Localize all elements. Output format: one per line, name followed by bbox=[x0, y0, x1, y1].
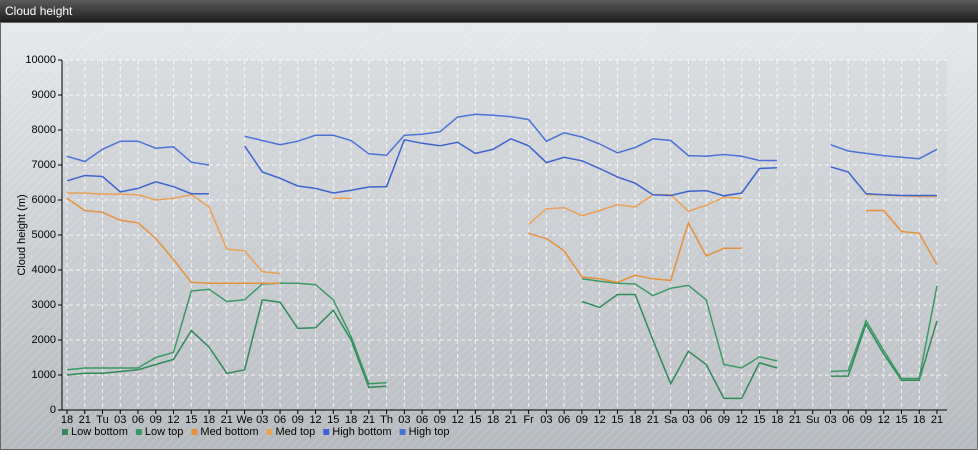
series-line bbox=[66, 278, 938, 385]
x-tick-label: 03 bbox=[114, 414, 126, 426]
legend-swatch bbox=[266, 429, 273, 435]
y-tick-label: 7000 bbox=[32, 159, 56, 171]
x-tick-label: 06 bbox=[842, 414, 854, 426]
x-tick-label: 06 bbox=[274, 414, 286, 426]
y-tick-label: 10000 bbox=[25, 54, 56, 66]
x-tick-label: 15 bbox=[327, 414, 339, 426]
x-tick-label: 18 bbox=[629, 414, 641, 426]
x-tick-label: 15 bbox=[753, 414, 765, 426]
x-tick-label: 21 bbox=[505, 414, 517, 426]
series-line bbox=[66, 293, 938, 400]
chart-title: Cloud height bbox=[5, 4, 73, 18]
y-tick-label: 3000 bbox=[32, 299, 56, 311]
x-tick-label: 12 bbox=[594, 414, 606, 426]
series-line bbox=[66, 137, 937, 197]
legend-swatch bbox=[62, 429, 68, 435]
x-tick-label: 15 bbox=[469, 414, 481, 426]
x-tick-label: 09 bbox=[718, 414, 730, 426]
x-tick-label: 15 bbox=[611, 414, 623, 426]
x-tick-label: 12 bbox=[309, 414, 321, 426]
x-tick-label: 03 bbox=[540, 414, 552, 426]
legend-label: Low top bbox=[145, 426, 184, 438]
legend-label: Med top bbox=[276, 426, 316, 438]
x-tick-label: 06 bbox=[416, 414, 428, 426]
x-tick-label: 21 bbox=[931, 414, 943, 426]
x-tick-label: 03 bbox=[398, 414, 410, 426]
x-tick-label: 21 bbox=[363, 414, 375, 426]
x-tick-label: 06 bbox=[132, 414, 144, 426]
y-tick-label: 5000 bbox=[32, 229, 56, 241]
x-tick-label: 21 bbox=[221, 414, 233, 426]
x-tick-label: 12 bbox=[451, 414, 463, 426]
y-axis-label: Cloud height (m) bbox=[16, 194, 28, 275]
x-tick-label: 03 bbox=[682, 414, 694, 426]
legend-label: Med bottom bbox=[200, 426, 258, 438]
x-tick-label: 06 bbox=[558, 414, 570, 426]
x-tick-label: 03 bbox=[824, 414, 836, 426]
x-tick-label: 09 bbox=[292, 414, 304, 426]
y-tick-label: 4000 bbox=[32, 264, 56, 276]
x-tick-label: 21 bbox=[79, 414, 91, 426]
series-line bbox=[66, 197, 938, 285]
x-tick-label: 06 bbox=[700, 414, 712, 426]
x-tick-label: 18 bbox=[203, 414, 215, 426]
x-tick-label: 12 bbox=[878, 414, 890, 426]
x-tick-label: 18 bbox=[771, 414, 783, 426]
x-tick-label: Fr bbox=[523, 414, 534, 426]
series-line bbox=[66, 113, 938, 166]
y-tick-label: 8000 bbox=[32, 124, 56, 136]
x-tick-label: 09 bbox=[150, 414, 162, 426]
x-tick-label: 21 bbox=[647, 414, 659, 426]
y-tick-label: 2000 bbox=[32, 334, 56, 346]
series-line bbox=[67, 192, 937, 275]
x-tick-label: Th bbox=[380, 414, 393, 426]
legend-label: High top bbox=[409, 426, 450, 438]
x-tick-label: 03 bbox=[256, 414, 268, 426]
panel-texture bbox=[0, 22, 978, 450]
x-tick-label: We bbox=[236, 414, 252, 426]
y-tick-label: 1000 bbox=[32, 369, 56, 381]
x-tick-label: 12 bbox=[167, 414, 179, 426]
x-tick-label: Su bbox=[806, 414, 819, 426]
legend-swatch bbox=[323, 429, 330, 435]
x-tick-label: 12 bbox=[736, 414, 748, 426]
x-tick-label: 09 bbox=[434, 414, 446, 426]
legend-swatch bbox=[399, 429, 406, 435]
x-tick-label: 21 bbox=[789, 414, 801, 426]
y-tick-label: 6000 bbox=[32, 194, 56, 206]
x-tick-label: Sa bbox=[664, 414, 678, 426]
x-tick-label: 18 bbox=[487, 414, 499, 426]
legend-label: High bottom bbox=[332, 426, 391, 438]
x-tick-label: 09 bbox=[860, 414, 872, 426]
y-tick-label: 0 bbox=[50, 404, 56, 416]
x-tick-label: 18 bbox=[913, 414, 925, 426]
x-tick-label: Tu bbox=[96, 414, 108, 426]
x-tick-label: 15 bbox=[895, 414, 907, 426]
header-bar bbox=[0, 0, 978, 22]
x-tick-label: 09 bbox=[576, 414, 588, 426]
legend-label: Low bottom bbox=[71, 426, 128, 438]
legend-swatch bbox=[191, 429, 198, 435]
y-tick-label: 9000 bbox=[32, 89, 56, 101]
x-tick-label: 18 bbox=[345, 414, 357, 426]
legend-swatch bbox=[135, 429, 142, 435]
x-tick-label: 18 bbox=[61, 414, 73, 426]
x-tick-label: 15 bbox=[185, 414, 197, 426]
